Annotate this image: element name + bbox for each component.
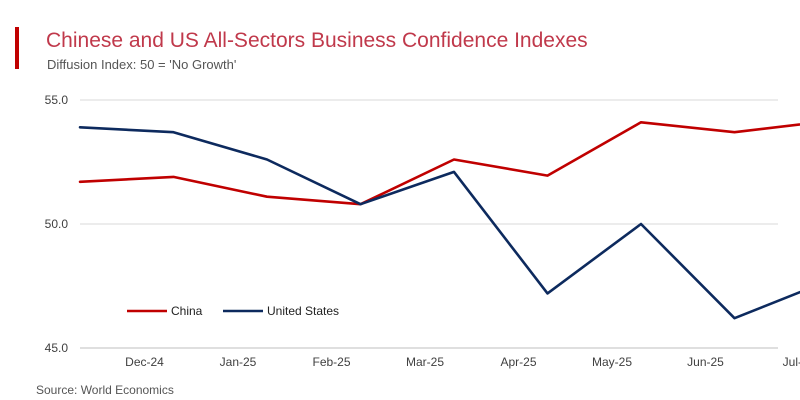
x-tick-label: Apr-25 [500, 355, 536, 369]
source-note: Source: World Economics [36, 383, 174, 397]
legend-label: China [171, 304, 203, 318]
title-accent-bar [15, 27, 19, 69]
x-tick-label: Feb-25 [312, 355, 350, 369]
y-tick-label: 50.0 [45, 217, 69, 231]
series-line-united-states [78, 126, 800, 320]
chart-title: Chinese and US All-Sectors Business Conf… [46, 29, 588, 52]
series-line-china [78, 121, 800, 206]
x-tick-label: Jun-25 [687, 355, 724, 369]
x-tick-label: Jan-25 [220, 355, 257, 369]
legend-label: United States [267, 304, 339, 318]
x-tick-label: Jul-25 [783, 355, 800, 369]
chart-subtitle: Diffusion Index: 50 = 'No Growth' [47, 57, 237, 72]
y-tick-label: 45.0 [45, 341, 69, 355]
y-tick-label: 55.0 [45, 93, 69, 107]
x-tick-label: Mar-25 [406, 355, 444, 369]
x-tick-label: Dec-24 [125, 355, 164, 369]
x-tick-label: May-25 [592, 355, 632, 369]
